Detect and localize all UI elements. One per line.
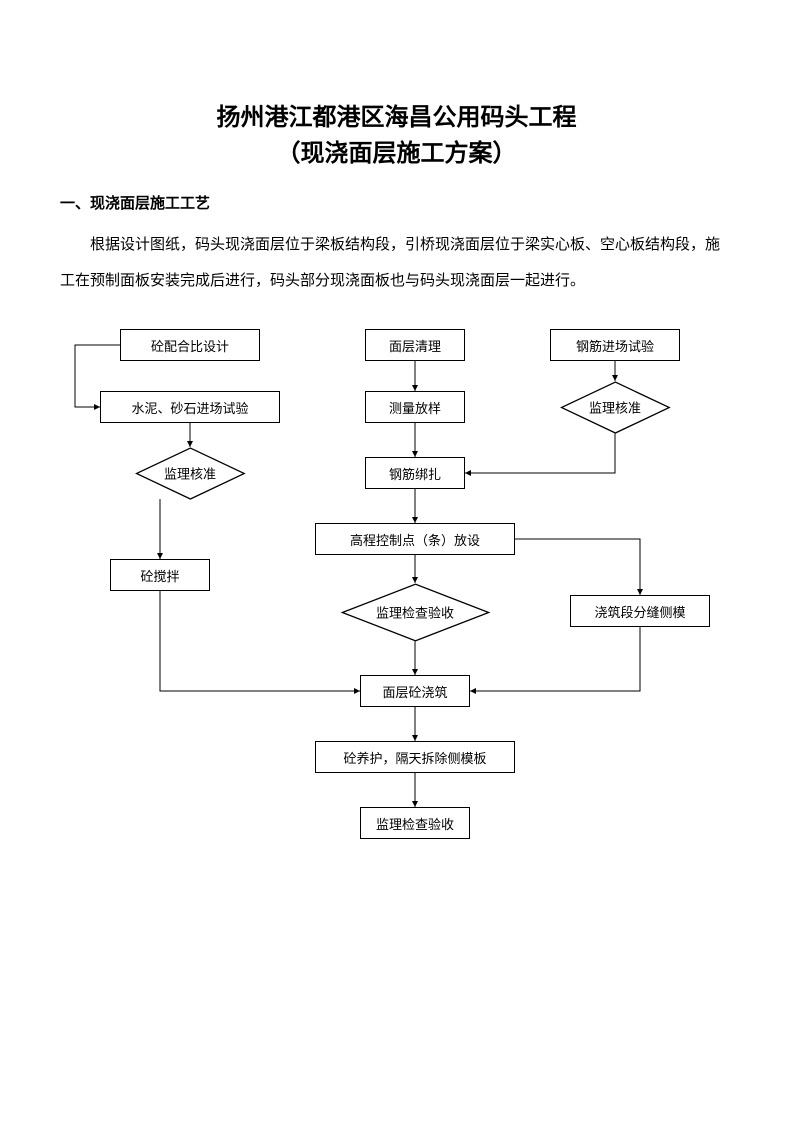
- body-paragraph: 根据设计图纸，码头现浇面层位于梁板结构段，引桥现浇面层位于梁实心板、空心板结构段…: [60, 227, 733, 299]
- flow-node-n_surface_clean: 面层清理: [365, 329, 465, 361]
- flowchart-container: 砼配合比设计面层清理钢筋进场试验水泥、砂石进场试验测量放样监理核准监理核准钢筋绑…: [60, 329, 733, 899]
- flow-node-n_cure: 砼养护，隔天拆除侧模板: [315, 741, 515, 773]
- flow-node-n_inspect2: 监理检查验收: [360, 807, 470, 839]
- flow-node-n_approve2: 监理核准: [560, 381, 670, 433]
- flow-node-n_material_test: 水泥、砂石进场试验: [100, 391, 280, 423]
- flow-node-n_elev_ctrl: 高程控制点（条）放设: [315, 523, 515, 555]
- flow-node-n_pour: 面层砼浇筑: [360, 675, 470, 707]
- doc-title-line2: （现浇面层施工方案）: [60, 136, 733, 172]
- flow-node-n_mix: 砼搅拌: [110, 559, 210, 591]
- flow-edge: [465, 433, 615, 473]
- flow-node-n_rebar_bind: 钢筋绑扎: [365, 457, 465, 489]
- flow-node-n_mix_design: 砼配合比设计: [120, 329, 260, 361]
- flow-node-n_side_form: 浇筑段分缝侧模: [570, 595, 710, 627]
- flow-node-n_survey: 测量放样: [365, 391, 465, 423]
- flow-edge: [160, 591, 360, 691]
- doc-title-line1: 扬州港江都港区海昌公用码头工程: [60, 100, 733, 136]
- flow-edge: [515, 539, 640, 595]
- section-heading: 一、现浇面层施工工艺: [60, 192, 733, 213]
- flow-edge: [470, 627, 640, 691]
- flow-node-n_rebar_test: 钢筋进场试验: [550, 329, 680, 361]
- flow-node-n_approve1: 监理核准: [135, 447, 245, 499]
- flow-node-n_inspect1: 监理检查验收: [340, 583, 490, 641]
